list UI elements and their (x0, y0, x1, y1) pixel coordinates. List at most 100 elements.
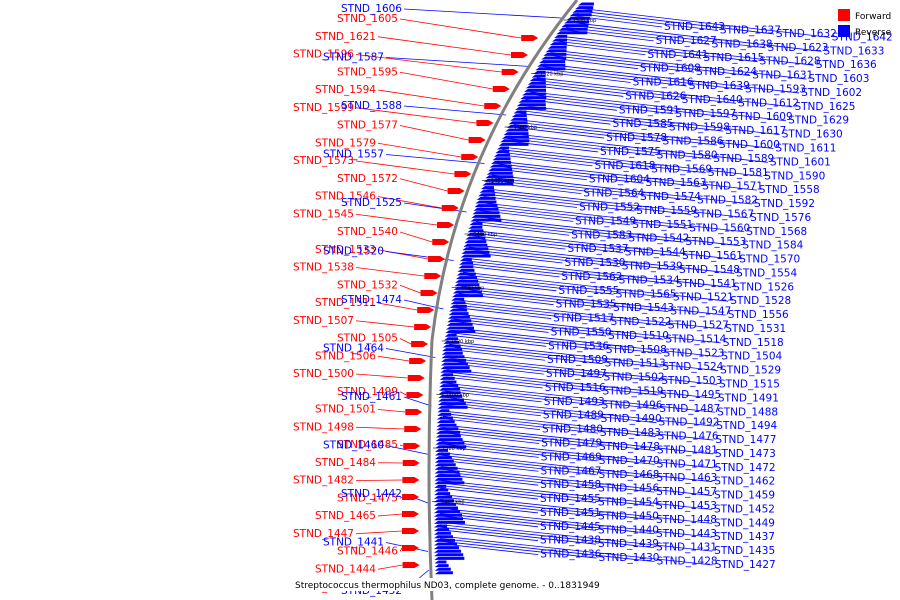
forward-gene-label[interactable]: STND_1444 (315, 563, 376, 575)
reverse-gene-label[interactable]: STND_1591 (619, 104, 680, 116)
reverse-gene-label[interactable]: STND_1530 (564, 257, 625, 269)
reverse-gene-label[interactable]: STND_1513 (605, 358, 666, 370)
reverse-gene-label[interactable]: STND_1553 (685, 236, 746, 248)
forward-gene-label[interactable]: STND_1538 (293, 262, 354, 274)
reverse-gene-label[interactable]: STND_1504 (721, 351, 782, 363)
reverse-gene-label[interactable]: STND_1452 (714, 503, 775, 515)
reverse-gene-label[interactable]: STND_1574 (640, 191, 701, 203)
reverse-gene-label[interactable]: STND_1630 (782, 129, 843, 141)
reverse-gene-label[interactable]: STND_1459 (714, 490, 775, 502)
forward-gene-label[interactable]: STND_1573 (293, 155, 354, 167)
reverse-gene-label[interactable]: STND_1437 (714, 531, 775, 543)
reverse-gene-label[interactable]: STND_1483 (600, 427, 661, 439)
reverse-gene-label[interactable]: STND_1428 (657, 556, 718, 568)
reverse-gene-label[interactable]: STND_1448 (656, 514, 717, 526)
reverse-gene-label[interactable]: STND_1537 (568, 243, 629, 255)
reverse-gene-label[interactable]: STND_1467 (541, 465, 602, 477)
reverse-gene-label[interactable]: STND_1491 (718, 392, 779, 404)
reverse-gene-label[interactable]: STND_1473 (715, 448, 776, 460)
reverse-gene-label[interactable]: STND_1587 (323, 52, 384, 64)
forward-gene-label[interactable]: STND_1545 (293, 208, 354, 220)
reverse-gene-label[interactable]: STND_1457 (656, 486, 717, 498)
forward-gene-label[interactable]: STND_1447 (293, 528, 354, 540)
reverse-gene-label[interactable]: STND_1503 (661, 375, 722, 387)
reverse-gene-label[interactable]: STND_1509 (547, 354, 608, 366)
forward-gene-label[interactable]: STND_1595 (337, 66, 398, 78)
reverse-gene-label[interactable]: STND_1488 (717, 406, 778, 418)
forward-gene-label[interactable]: STND_1506 (315, 350, 376, 362)
reverse-gene-label[interactable]: STND_1589 (713, 153, 774, 165)
forward-gene-label[interactable]: STND_1511 (315, 297, 376, 309)
reverse-gene-label[interactable]: STND_1523 (663, 347, 724, 359)
forward-gene-label[interactable]: STND_1465 (315, 510, 376, 522)
reverse-gene-label[interactable]: STND_1628 (760, 56, 821, 68)
reverse-gene-label[interactable]: STND_1581 (708, 167, 769, 179)
reverse-gene-label[interactable]: STND_1493 (544, 396, 605, 408)
forward-gene-label[interactable]: STND_1446 (337, 546, 398, 558)
reverse-gene-label[interactable]: STND_1593 (745, 83, 806, 95)
reverse-gene-label[interactable]: STND_1460 (323, 440, 384, 452)
reverse-gene-label[interactable]: STND_1494 (716, 420, 777, 432)
reverse-gene-label[interactable]: STND_1560 (689, 222, 750, 234)
reverse-gene-label[interactable]: STND_1535 (556, 299, 617, 311)
reverse-gene-label[interactable]: STND_1608 (640, 63, 701, 75)
forward-gene-label[interactable]: STND_1533 (315, 244, 376, 256)
reverse-gene-label[interactable]: STND_1436 (540, 549, 601, 561)
reverse-gene-label[interactable]: STND_1536 (548, 340, 609, 352)
reverse-gene-label[interactable]: STND_1586 (663, 136, 724, 148)
forward-gene-label[interactable]: STND_1482 (293, 475, 354, 487)
reverse-gene-label[interactable]: STND_1542 (628, 233, 689, 245)
reverse-gene-label[interactable]: STND_1598 (669, 122, 730, 134)
reverse-gene-label[interactable]: STND_1612 (738, 97, 799, 109)
reverse-gene-label[interactable]: STND_1481 (657, 444, 718, 456)
reverse-gene-label[interactable]: STND_1556 (728, 309, 789, 321)
reverse-gene-label[interactable]: STND_1604 (589, 174, 650, 186)
reverse-gene-label[interactable]: STND_1442 (341, 488, 402, 500)
reverse-gene-label[interactable]: STND_1471 (657, 458, 718, 470)
forward-gene-label[interactable]: STND_1577 (337, 120, 398, 132)
reverse-gene-label[interactable]: STND_1558 (759, 184, 820, 196)
reverse-gene-label[interactable]: STND_1592 (754, 198, 815, 210)
reverse-gene-label[interactable]: STND_1479 (541, 438, 602, 450)
forward-gene-label[interactable]: STND_1500 (293, 368, 354, 380)
reverse-gene-label[interactable]: STND_1480 (542, 424, 603, 436)
reverse-gene-label[interactable]: STND_1502 (604, 372, 665, 384)
forward-gene-label[interactable]: STND_1579 (315, 137, 376, 149)
reverse-gene-label[interactable]: STND_1449 (714, 517, 775, 529)
reverse-gene-label[interactable]: STND_1495 (660, 389, 721, 401)
forward-gene-label[interactable]: STND_1572 (337, 173, 398, 185)
reverse-gene-label[interactable]: STND_1476 (658, 431, 719, 443)
reverse-gene-label[interactable]: STND_1631 (752, 70, 813, 82)
reverse-gene-label[interactable]: STND_1557 (323, 149, 384, 161)
reverse-gene-label[interactable]: STND_1477 (715, 434, 776, 446)
reverse-gene-label[interactable]: STND_1555 (558, 285, 619, 297)
reverse-gene-label[interactable]: STND_1510 (608, 330, 669, 342)
forward-gene-label[interactable]: STND_1532 (337, 279, 398, 291)
reverse-gene-label[interactable]: STND_1571 (702, 181, 763, 193)
reverse-gene-label[interactable]: STND_1543 (613, 302, 674, 314)
reverse-gene-label[interactable]: STND_1606 (341, 3, 402, 15)
reverse-gene-label[interactable]: STND_1632 (776, 28, 837, 40)
reverse-gene-label[interactable]: STND_1637 (720, 24, 781, 36)
reverse-gene-label[interactable]: STND_1470 (599, 455, 660, 467)
forward-gene-label[interactable]: STND_1507 (293, 315, 354, 327)
reverse-gene-label[interactable]: STND_1440 (598, 524, 659, 536)
reverse-gene-label[interactable]: STND_1453 (656, 500, 717, 512)
reverse-gene-label[interactable]: STND_1554 (736, 267, 797, 279)
reverse-gene-label[interactable]: STND_1567 (693, 208, 754, 220)
reverse-gene-label[interactable]: STND_1463 (656, 472, 717, 484)
reverse-gene-label[interactable]: STND_1575 (600, 146, 661, 158)
reverse-gene-label[interactable]: STND_1624 (696, 66, 757, 78)
reverse-gene-label[interactable]: STND_1585 (612, 118, 673, 130)
reverse-gene-label[interactable]: STND_1590 (764, 170, 825, 182)
reverse-gene-label[interactable]: STND_1548 (679, 264, 740, 276)
reverse-gene-label[interactable]: STND_1602 (801, 87, 862, 99)
reverse-gene-label[interactable]: STND_1603 (808, 73, 869, 85)
reverse-gene-label[interactable]: STND_1514 (665, 333, 726, 345)
reverse-gene-label[interactable]: STND_1508 (606, 344, 667, 356)
reverse-gene-label[interactable]: STND_1526 (733, 281, 794, 293)
reverse-gene-label[interactable]: STND_1445 (540, 521, 601, 533)
reverse-gene-label[interactable]: STND_1497 (546, 368, 607, 380)
reverse-gene-label[interactable]: STND_1464 (323, 343, 384, 355)
reverse-gene-label[interactable]: STND_1636 (816, 59, 877, 71)
